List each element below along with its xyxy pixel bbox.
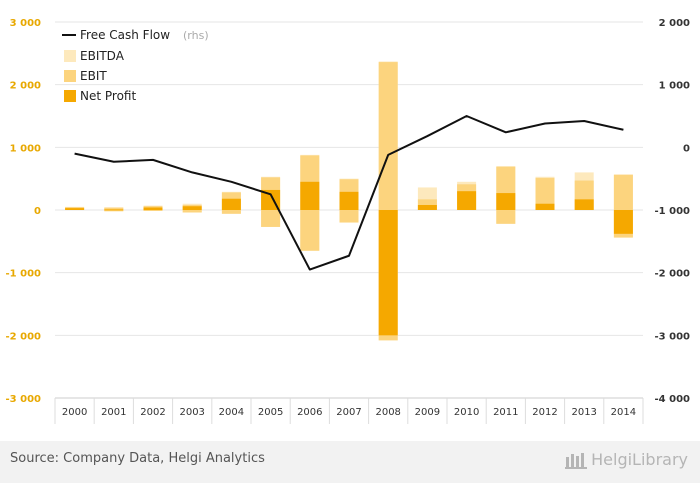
y-left-tick-label: 3 000 <box>10 18 41 29</box>
bars <box>65 61 633 341</box>
x-tick-label: 2002 <box>140 407 165 418</box>
x-tick-label: 2001 <box>101 407 126 418</box>
y-left-tick-label: -1 000 <box>6 269 42 280</box>
bar-ebit <box>104 210 124 212</box>
bar-net-profit <box>339 191 359 210</box>
y-axis-left: 3 000 2 000 1 000 0 -1 000 -2 000 -3 000 <box>6 18 42 405</box>
x-tick-label: 2008 <box>375 407 400 418</box>
x-tick-label: 2003 <box>179 407 204 418</box>
brand-name: HelgiLibrary <box>591 450 688 469</box>
bar-ebit <box>261 210 281 227</box>
legend-label-ebit: EBIT <box>80 69 107 83</box>
y-left-tick-label: -3 000 <box>6 394 42 405</box>
bar-net-profit <box>221 198 241 210</box>
x-tick-label: 2000 <box>62 407 87 418</box>
legend-label-ebitda: EBITDA <box>80 49 125 63</box>
y-axis-right: 2 000 1 000 0 -1 000 -2 000 -3 000 -4 000 <box>655 18 691 405</box>
chart: 3 000 2 000 1 000 0 -1 000 -2 000 -3 000 2 000… <box>6 18 691 424</box>
x-tick-label: 2007 <box>336 407 361 418</box>
source-text: Source: Company Data, Helgi Analytics <box>10 451 265 466</box>
y-right-tick-label: 0 <box>683 143 690 154</box>
y-right-tick-label: -3 000 <box>655 331 691 342</box>
bar-net-profit <box>65 208 85 210</box>
x-tick-label: 2014 <box>611 407 636 418</box>
bar-ebit <box>300 210 320 251</box>
y-right-tick-label: -2 000 <box>655 269 691 280</box>
bar-ebit <box>143 210 163 211</box>
bar-ebit <box>221 210 241 214</box>
legend-unit-fcf: (rhs) <box>183 29 209 42</box>
bar-ebit <box>417 199 437 210</box>
bar-ebit <box>378 62 398 211</box>
fcf-line-group <box>74 115 624 271</box>
library-icon <box>565 452 588 469</box>
bar-net-profit <box>104 209 124 211</box>
bar-ebit <box>613 174 633 210</box>
x-tick-label: 2013 <box>571 407 596 418</box>
x-tick-label: 2009 <box>415 407 440 418</box>
bar-net-profit <box>143 207 163 210</box>
x-tick-label: 2004 <box>219 407 244 418</box>
bar-ebit <box>182 210 202 213</box>
y-left-tick-label: 0 <box>34 206 41 217</box>
x-tick-label: 2006 <box>297 407 322 418</box>
y-right-tick-label: -1 000 <box>655 206 691 217</box>
x-tick-label: 2012 <box>532 407 557 418</box>
legend-label-net-profit: Net Profit <box>80 89 136 103</box>
y-right-tick-label: -4 000 <box>655 394 691 405</box>
bar-ebit <box>339 210 359 223</box>
legend-label-fcf: Free Cash Flow <box>80 28 170 42</box>
y-left-tick-label: 1 000 <box>10 143 41 154</box>
bar-net-profit <box>535 203 555 210</box>
y-left-tick-label: 2 000 <box>10 81 41 92</box>
bar-net-profit <box>496 193 516 210</box>
x-axis: 2000 2001 2002 2003 2004 2005 2006 2007 2008 2009… <box>54 397 644 424</box>
bar-net-profit <box>457 191 477 210</box>
legend: Free Cash Flow (rhs) EBITDA EBIT Net Profit <box>62 28 209 103</box>
bar-net-profit <box>300 181 320 210</box>
brand-logo[interactable]: HelgiLibrary <box>565 450 688 469</box>
footer: Source: Company Data, Helgi Analytics He… <box>0 441 700 483</box>
legend-swatch-ebit <box>64 70 76 82</box>
bar-net-profit <box>182 206 202 210</box>
legend-swatch-net-profit <box>64 90 76 102</box>
bar-ebit <box>496 210 516 224</box>
x-tick-label: 2010 <box>454 407 479 418</box>
x-tick-label: 2005 <box>258 407 283 418</box>
y-right-tick-label: 1 000 <box>659 81 690 92</box>
y-right-tick-label: 2 000 <box>659 18 690 29</box>
bar-ebit <box>104 207 124 210</box>
y-left-tick-label: -2 000 <box>6 331 42 342</box>
bar-net-profit <box>378 210 398 336</box>
bar-net-profit <box>613 210 633 234</box>
bar-net-profit <box>417 204 437 210</box>
x-tick-label: 2011 <box>493 407 518 418</box>
bar-net-profit <box>574 199 594 210</box>
bar-ebit <box>535 178 555 210</box>
legend-swatch-ebitda <box>64 50 76 62</box>
